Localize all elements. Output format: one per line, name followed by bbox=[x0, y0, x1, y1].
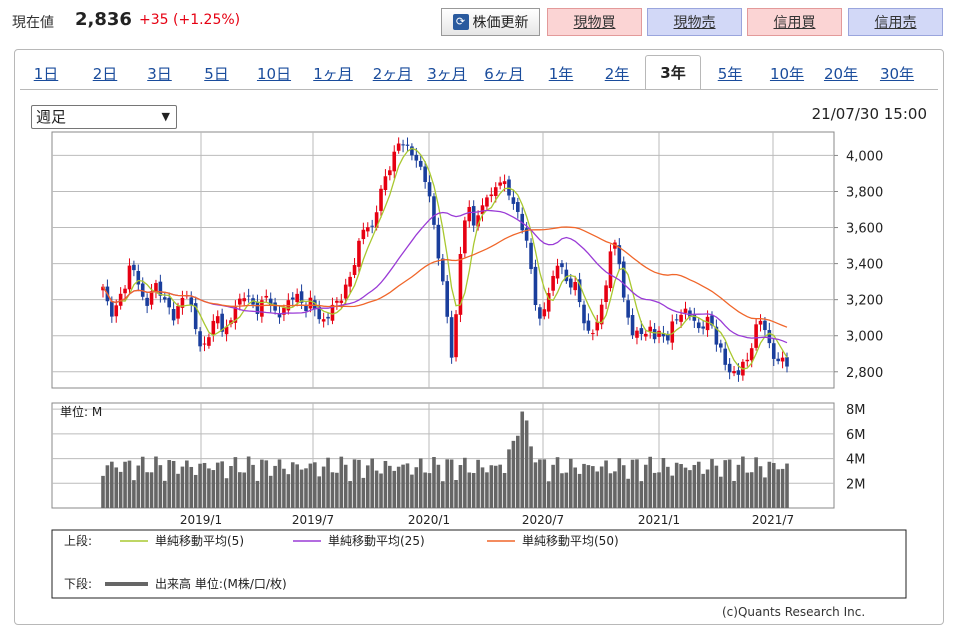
chart-datetime: 21/07/30 15:00 bbox=[811, 105, 927, 123]
tab-9[interactable]: 6ヶ月 bbox=[484, 64, 524, 83]
period-select-value: 週足 bbox=[36, 108, 67, 126]
tab-15[interactable]: 20年 bbox=[823, 64, 859, 83]
chevron-down-icon: ▼ bbox=[161, 110, 170, 123]
margin-sell-button[interactable]: 信用売 bbox=[848, 8, 943, 36]
tab-1[interactable]: 1日 bbox=[33, 64, 59, 83]
current-price-value: 2,836 bbox=[75, 9, 132, 30]
update-price-label: 株価更新 bbox=[472, 15, 529, 31]
tab-14[interactable]: 10年 bbox=[769, 64, 805, 83]
update-price-button[interactable]: ⟳ 株価更新 bbox=[441, 8, 540, 36]
spot-sell-button[interactable]: 現物売 bbox=[647, 8, 742, 36]
tab-11[interactable]: 2年 bbox=[604, 64, 630, 83]
tab-3[interactable]: 3日 bbox=[147, 64, 172, 83]
current-price-label: 現在値 bbox=[12, 15, 54, 31]
tab-6[interactable]: 1ヶ月 bbox=[313, 64, 353, 83]
spot-buy-button[interactable]: 現物買 bbox=[547, 8, 642, 36]
refresh-icon: ⟳ bbox=[452, 14, 469, 30]
period-select[interactable]: 週足 ▼ bbox=[31, 105, 177, 129]
margin-buy-button[interactable]: 信用買 bbox=[747, 8, 842, 36]
price-change: +35 (+1.25%) bbox=[139, 12, 241, 28]
tab-16[interactable]: 30年 bbox=[879, 64, 915, 83]
tab-8[interactable]: 3ヶ月 bbox=[427, 64, 467, 83]
period-tabs: 1日 2日 3日 5日 10日 1ヶ月 2ヶ月 3ヶ月 6ヶ月 1年 2年 3年 5年 10年 20年 30年 bbox=[20, 55, 938, 89]
tab-12[interactable]: 3年 bbox=[645, 55, 701, 89]
chart-panel bbox=[14, 49, 944, 625]
top-bar: 現在値 2,836 +35 (+1.25%) ⟳ 株価更新 現物買 現物売 信用… bbox=[0, 0, 953, 44]
tab-4[interactable]: 5日 bbox=[204, 64, 229, 83]
copyright-text: (c)Quants Research Inc. bbox=[722, 605, 866, 619]
tab-2[interactable]: 2日 bbox=[92, 64, 118, 83]
tab-divider bbox=[20, 89, 938, 90]
tab-10[interactable]: 1年 bbox=[548, 64, 574, 83]
tab-5[interactable]: 10日 bbox=[256, 64, 292, 83]
tab-7[interactable]: 2ヶ月 bbox=[372, 64, 413, 83]
tab-13[interactable]: 5年 bbox=[717, 64, 743, 83]
